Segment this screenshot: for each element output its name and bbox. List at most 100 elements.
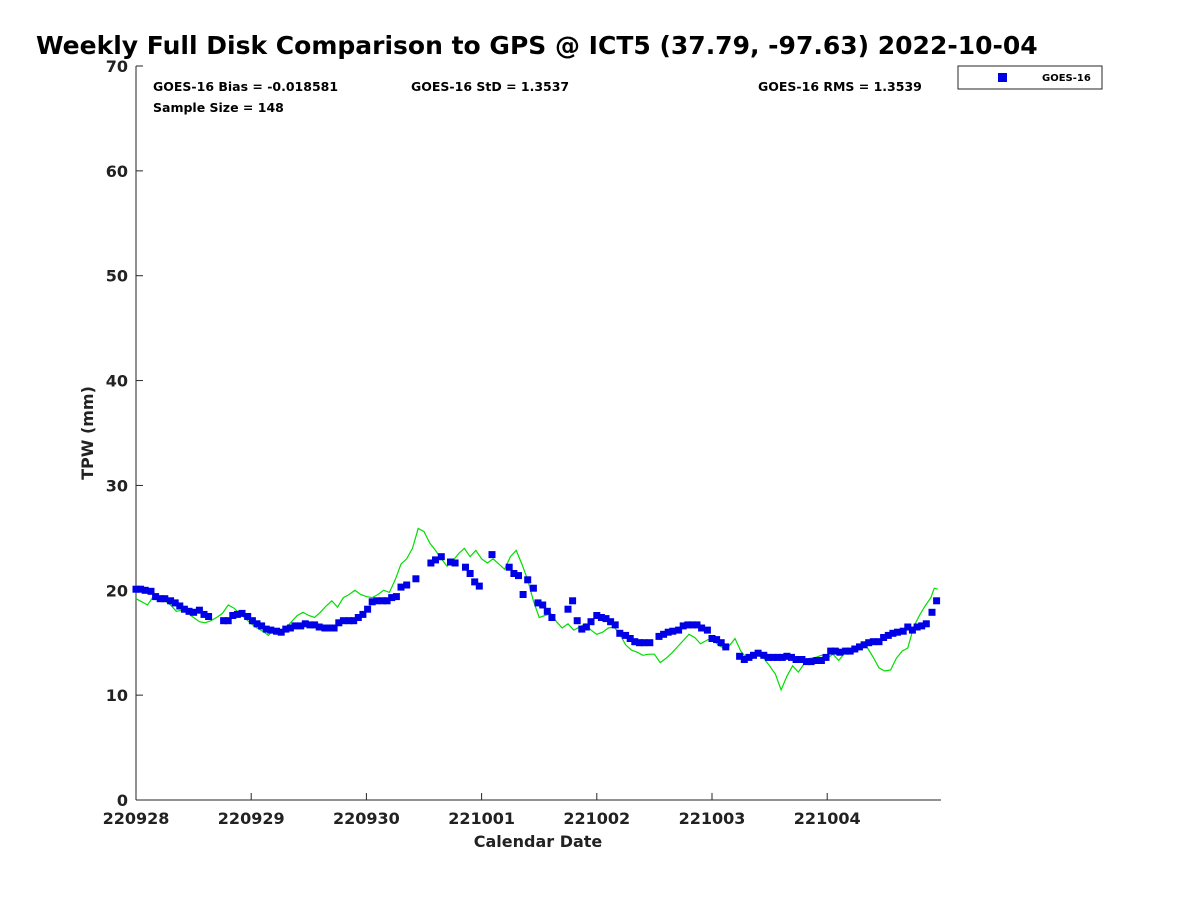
goes-point xyxy=(326,624,333,632)
goes-point xyxy=(200,610,208,618)
goes-point xyxy=(899,627,907,635)
goes-point xyxy=(185,607,193,615)
x-tick-label: 221001 xyxy=(448,809,515,828)
sample-size-stat: Sample Size = 148 xyxy=(153,100,284,115)
goes-point xyxy=(865,639,873,647)
goes-point xyxy=(315,623,323,631)
goes-point xyxy=(836,648,844,656)
goes-point xyxy=(764,653,772,661)
goes-point xyxy=(534,599,542,607)
goes-point xyxy=(622,631,630,639)
goes-point xyxy=(754,649,762,657)
goes-point xyxy=(587,618,595,626)
goes-point xyxy=(889,629,897,637)
goes-point xyxy=(913,623,921,631)
goes-point xyxy=(180,605,188,613)
goes-point xyxy=(273,627,280,635)
goes-point xyxy=(519,591,527,598)
rms-stat: GOES-16 RMS = 1.3539 xyxy=(758,79,922,94)
goes-point xyxy=(856,643,863,651)
goes-point xyxy=(403,581,411,589)
goes-point xyxy=(488,551,496,559)
goes-point xyxy=(301,620,309,628)
goes-point xyxy=(880,634,888,641)
goes-point xyxy=(803,658,810,666)
goes-point xyxy=(660,630,668,638)
goes-point xyxy=(132,585,140,593)
goes-point xyxy=(708,635,716,642)
goes-point xyxy=(171,599,179,607)
goes-point xyxy=(578,625,586,633)
goes-point xyxy=(869,638,877,646)
goes-point xyxy=(330,624,338,632)
legend-marker xyxy=(998,73,1007,82)
goes-point xyxy=(669,627,677,635)
goes-point xyxy=(451,559,459,567)
goes-point xyxy=(813,657,821,664)
goes-point xyxy=(884,631,892,639)
goes-point xyxy=(788,653,795,661)
goes-point xyxy=(248,617,256,625)
goes-point xyxy=(161,595,169,603)
goes-point xyxy=(640,639,648,647)
goes-point xyxy=(345,617,353,625)
y-tick-label: 50 xyxy=(106,267,128,286)
goes-point xyxy=(703,626,711,634)
chart-title: Weekly Full Disk Comparison to GPS @ ICT… xyxy=(36,31,1038,60)
y-tick-label: 70 xyxy=(106,57,128,76)
goes-point xyxy=(354,614,362,621)
goes-point xyxy=(548,614,556,621)
legend: GOES-16 xyxy=(957,65,1103,90)
goes-point xyxy=(475,582,483,590)
goes-point xyxy=(798,656,806,663)
goes-point xyxy=(277,628,285,636)
goes-point xyxy=(675,626,683,634)
goes-point xyxy=(933,597,941,605)
goes-point xyxy=(564,605,572,613)
goes-point xyxy=(807,658,815,666)
goes-point xyxy=(631,638,639,646)
goes-point xyxy=(335,619,343,627)
goes-point xyxy=(851,645,859,653)
x-axis-label: Calendar Date xyxy=(474,832,603,851)
goes-point xyxy=(904,623,912,631)
goes-point xyxy=(846,647,854,655)
goes-point xyxy=(152,593,160,601)
goes-point xyxy=(156,595,164,603)
goes-point xyxy=(364,605,372,613)
x-tick-label: 221003 xyxy=(679,809,746,828)
goes-point xyxy=(713,636,721,644)
goes-point xyxy=(679,622,687,630)
goes-point xyxy=(262,625,270,633)
goes-point xyxy=(616,629,624,637)
goes-point xyxy=(466,570,474,577)
goes-point xyxy=(306,621,314,629)
legend-box xyxy=(957,65,1103,90)
goes-point xyxy=(860,641,868,649)
goes-point xyxy=(875,638,883,646)
goes-point xyxy=(510,570,518,577)
goes-point xyxy=(220,617,228,625)
x-tick-label: 220930 xyxy=(333,809,400,828)
goes-point xyxy=(291,622,299,630)
goes-point xyxy=(286,624,294,632)
goes-point xyxy=(379,597,386,605)
goes-point xyxy=(539,601,547,609)
axes: 0 10 20 30 40 50 60 70 220928 220929 220930 221001 2… xyxy=(103,57,941,828)
goes-point xyxy=(190,608,198,616)
y-tick-label: 0 xyxy=(117,791,128,810)
gps-series xyxy=(135,527,938,692)
goes-point xyxy=(297,622,305,630)
y-axis-label: TPW (mm) xyxy=(78,386,97,480)
goes-point xyxy=(750,651,757,659)
goes-point xyxy=(698,624,706,632)
goes-point xyxy=(141,586,149,594)
legend-label: GOES-16 xyxy=(1042,73,1091,84)
goes-point xyxy=(774,653,782,661)
goes-point xyxy=(778,653,786,661)
goes-point xyxy=(176,602,184,610)
goes-point xyxy=(437,553,445,561)
goes-point xyxy=(427,559,435,567)
goes-point xyxy=(894,628,901,636)
